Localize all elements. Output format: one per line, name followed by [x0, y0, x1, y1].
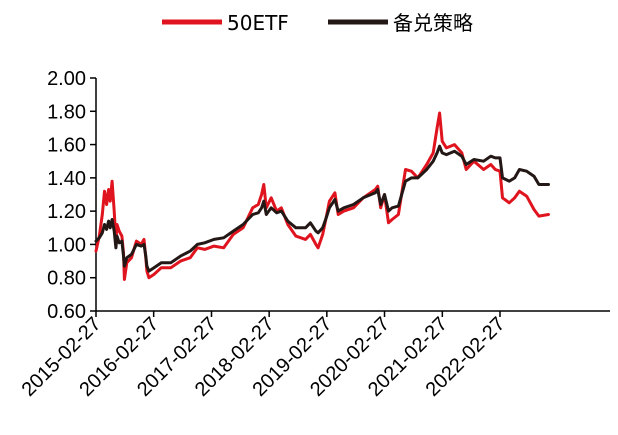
series-line-50etf [94, 111, 550, 281]
y-tick-label: 0.80 [47, 268, 86, 290]
legend-label-50etf: 50ETF [227, 11, 289, 35]
y-tick-label: 1.20 [47, 201, 86, 223]
y-tick-label: 1.60 [47, 135, 86, 157]
y-axis-ticks: 0.60 0.80 1.00 1.20 1.40 1.60 1.80 2.00 [47, 68, 96, 323]
series-line-covered-call [94, 144, 550, 273]
legend-label-covered-call: 备兑策略 [393, 11, 473, 35]
y-tick-label: 1.00 [47, 234, 86, 256]
y-tick-label: 1.80 [47, 101, 86, 123]
y-tick-label: 0.60 [47, 301, 86, 323]
x-axis-ticks: 2015-02-272016-02-272017-02-272018-02-27… [18, 311, 510, 401]
legend: 50ETF 备兑策略 [162, 11, 473, 35]
series-layer [94, 111, 550, 281]
y-tick-label: 2.00 [47, 68, 86, 90]
y-tick-label: 1.40 [47, 168, 86, 190]
